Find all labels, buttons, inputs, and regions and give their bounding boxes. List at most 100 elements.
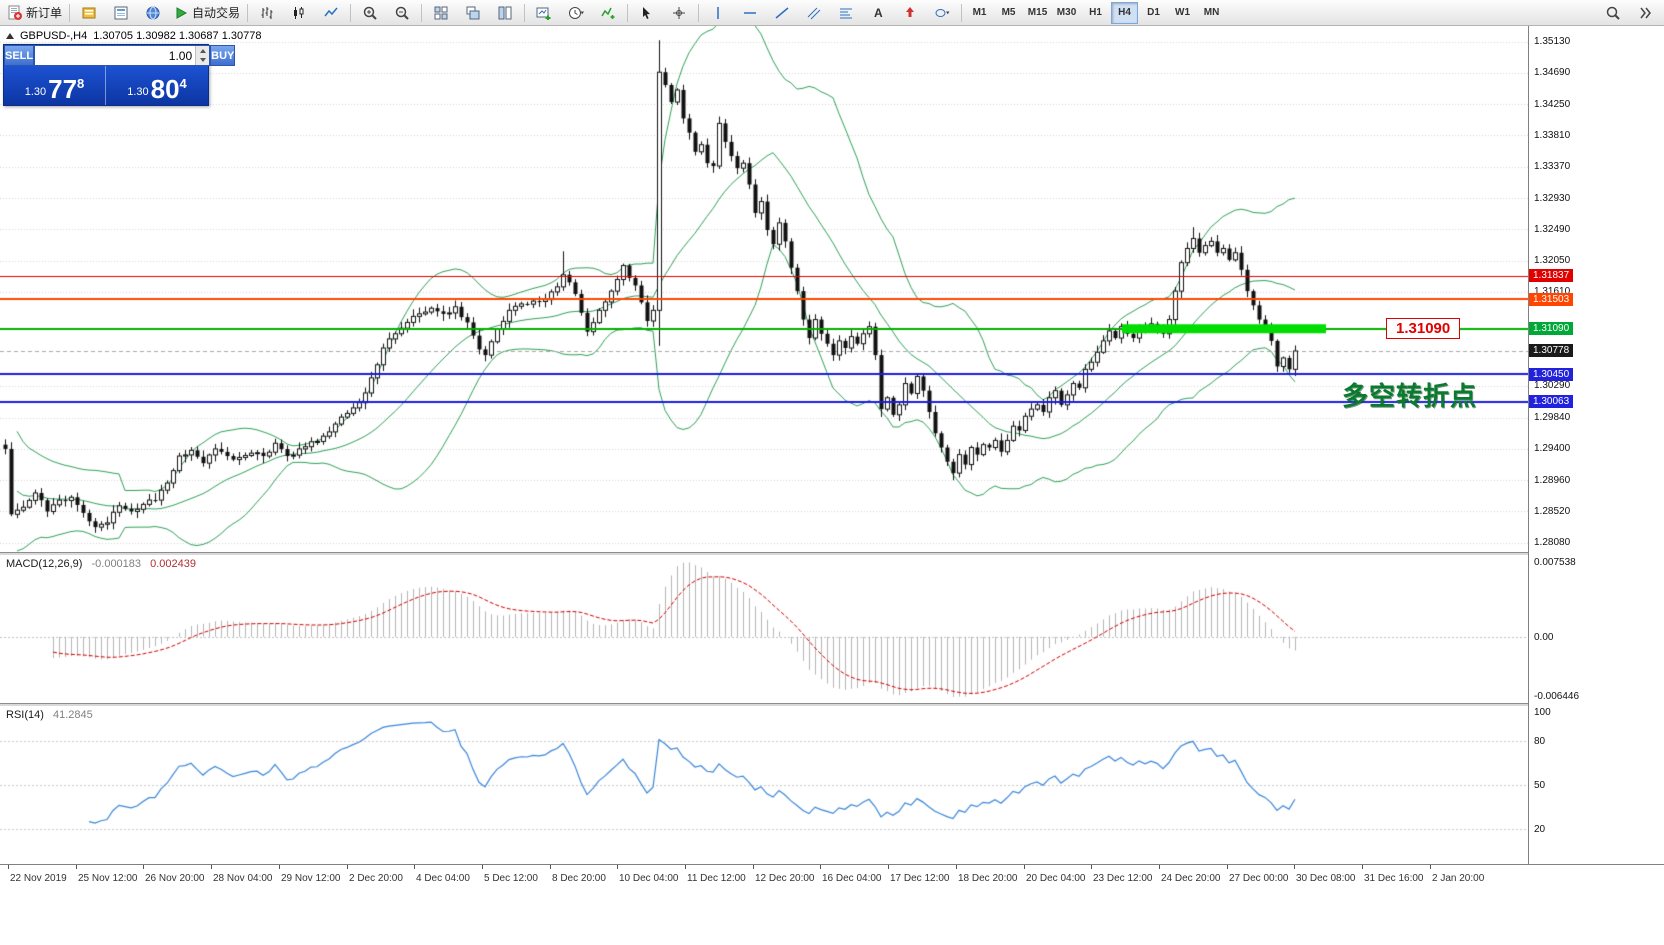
timeframe-h1-button[interactable]: H1: [1089, 7, 1102, 18]
more-icon: [1637, 5, 1653, 21]
cascade-windows-button[interactable]: [457, 1, 489, 25]
time-axis-tick: [143, 865, 144, 869]
volume-input[interactable]: [35, 46, 196, 65]
crosshair-button[interactable]: [663, 1, 695, 25]
price-axis[interactable]: 0.007538 0.00 -0.006446 1.35130 1.34690 1.…: [1528, 26, 1664, 864]
price-axis-label: 1.30290: [1534, 380, 1571, 392]
zoom-out-button[interactable]: [386, 1, 418, 25]
time-axis-label: 18 Dec 20:00: [958, 873, 1018, 884]
volume-up-button[interactable]: [196, 46, 210, 56]
chart-bars-button[interactable]: [251, 1, 283, 25]
macd-canvas[interactable]: [0, 555, 1528, 703]
vertical-line-button[interactable]: [702, 1, 734, 25]
timeframe-d1-button[interactable]: D1: [1147, 7, 1160, 18]
trendline-button[interactable]: [766, 1, 798, 25]
sell-price-pip: 8: [77, 76, 85, 91]
time-axis-tick: [211, 865, 212, 869]
price-axis-label: 1.29840: [1534, 412, 1571, 424]
tile-vertical-button[interactable]: [489, 1, 521, 25]
sell-price-prefix: 1.30: [24, 86, 47, 98]
autotrading-button-label: 自动交易: [192, 6, 241, 20]
autotrading-button[interactable]: 自动交易: [169, 1, 244, 25]
time-axis[interactable]: 22 Nov 2019 25 Nov 12:00 26 Nov 20:00 28 No…: [0, 864, 1664, 890]
price-axis-label: 1.32050: [1534, 255, 1571, 267]
chinese-annotation[interactable]: 多空转折点: [1342, 381, 1478, 411]
time-axis-label: 27 Dec 00:00: [1229, 873, 1289, 884]
channel-button[interactable]: [798, 1, 830, 25]
toolbar-search-button[interactable]: [1597, 1, 1629, 25]
zoom-in-icon: [362, 5, 378, 21]
time-axis-tick: [1227, 865, 1228, 869]
cursor-button[interactable]: [631, 1, 663, 25]
trendline-icon: [774, 5, 790, 21]
time-axis-tick: [753, 865, 754, 869]
time-axis-tick: [820, 865, 821, 869]
tile-windows-icon: [433, 5, 449, 21]
price-chart-canvas[interactable]: [0, 26, 1528, 552]
time-axis-tick: [1430, 865, 1431, 869]
timeframe-m1-button[interactable]: M1: [972, 7, 987, 18]
toolbar-separator: [961, 3, 963, 22]
chart-line-button[interactable]: [315, 1, 347, 25]
panel-separator[interactable]: [0, 703, 1664, 706]
price-tag: 1.31837: [1529, 269, 1574, 283]
tile-windows-button[interactable]: [425, 1, 457, 25]
price-axis-label: 1.32490: [1534, 223, 1571, 235]
rsi-title: RSI(14) 41.2845: [6, 709, 93, 721]
time-axis-tick: [482, 865, 483, 869]
volume-box: [34, 45, 211, 66]
time-axis-label: 31 Dec 16:00: [1364, 873, 1424, 884]
sell-button[interactable]: SELL: [4, 45, 35, 66]
market-watch-button[interactable]: [73, 1, 105, 25]
timeframe-h4-button[interactable]: H4: [1111, 1, 1139, 24]
volume-down-button[interactable]: [196, 55, 210, 65]
chart-candles-button[interactable]: [283, 1, 315, 25]
timeframe-w1-button[interactable]: W1: [1175, 7, 1191, 18]
shapes-tool-icon: [934, 5, 950, 21]
timeframe-m30-button[interactable]: M30: [1056, 7, 1077, 18]
time-axis-label: 30 Dec 08:00: [1296, 873, 1356, 884]
text-button[interactable]: A: [862, 1, 894, 25]
data-window-button[interactable]: [105, 1, 137, 25]
arrows-tool-icon: [902, 5, 918, 21]
new-order-button[interactable]: 新订单: [3, 1, 66, 25]
sell-price[interactable]: 1.30 77 8: [4, 66, 106, 105]
autotrading-icon: [173, 5, 189, 21]
one-click-trade-panel: SELL BUY 1.30 77 8 1.30 80 4: [3, 44, 236, 106]
time-axis-label: 12 Dec 20:00: [755, 873, 815, 884]
buy-button[interactable]: BUY: [210, 45, 236, 66]
arrows-button[interactable]: [894, 1, 926, 25]
toolbar-more-button[interactable]: [1629, 1, 1661, 25]
shapes-button[interactable]: [926, 1, 958, 25]
price-axis-label: 1.33370: [1534, 161, 1571, 173]
buy-price[interactable]: 1.30 80 4: [106, 66, 208, 105]
rsi-canvas[interactable]: [0, 706, 1528, 864]
time-axis-tick: [8, 865, 9, 869]
level-callout-1.31090[interactable]: 1.31090: [1386, 318, 1461, 339]
timeframe-mn-button[interactable]: MN: [1203, 7, 1220, 18]
timeframe-m15-button[interactable]: M15: [1027, 7, 1048, 18]
time-axis-label: 22 Nov 2019: [10, 873, 67, 884]
zoom-in-button[interactable]: [354, 1, 386, 25]
time-axis-label: 23 Dec 12:00: [1093, 873, 1153, 884]
rsi-name: RSI(14): [6, 709, 44, 721]
horizontal-line-button[interactable]: [734, 1, 766, 25]
timeframe-m5-button[interactable]: M5: [1001, 7, 1016, 18]
new-order-button-label: 新订单: [26, 6, 63, 20]
collapse-trade-panel-icon[interactable]: [6, 33, 14, 39]
panel-separator[interactable]: [0, 552, 1664, 555]
profiles-button[interactable]: [560, 1, 592, 25]
zoom-out-icon: [394, 5, 410, 21]
price-axis-label: 1.28080: [1534, 537, 1571, 549]
time-axis-label: 11 Dec 12:00: [687, 873, 746, 884]
fibonacci-button[interactable]: [830, 1, 862, 25]
indicators-button[interactable]: [592, 1, 624, 25]
navigator-button[interactable]: [137, 1, 169, 25]
price-axis-label: 1.32930: [1534, 192, 1571, 204]
time-axis-label: 8 Dec 20:00: [552, 873, 606, 884]
price-axis-label: 1.35130: [1534, 36, 1571, 48]
buy-price-big: 80: [150, 74, 180, 104]
toolbar-separator: [69, 3, 71, 22]
new-chart-button[interactable]: [528, 1, 560, 25]
sell-price-big: 77: [48, 74, 78, 104]
